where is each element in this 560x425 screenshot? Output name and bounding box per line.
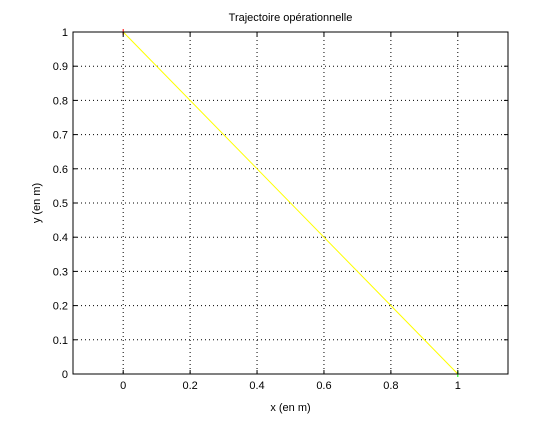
y-tick-label: 0.4 bbox=[53, 232, 68, 244]
x-axis-label: x (en m) bbox=[270, 402, 310, 414]
trajectory-line bbox=[122, 31, 459, 375]
y-tick-label: 0.8 bbox=[53, 95, 68, 107]
y-tick-label: 0.6 bbox=[53, 164, 68, 176]
y-tick-label: 0.7 bbox=[53, 130, 68, 142]
y-tick-label: 0.3 bbox=[53, 266, 68, 278]
y-axis-label: y (en m) bbox=[31, 183, 43, 223]
x-tick-label: 1 bbox=[455, 380, 461, 392]
y-tick-label: 0 bbox=[62, 369, 68, 381]
chart-title: Trajectoire opérationnelle bbox=[229, 12, 353, 24]
x-tick-label: 0 bbox=[120, 380, 126, 392]
y-tick-label: 0.2 bbox=[53, 301, 68, 313]
grid-layer bbox=[73, 32, 508, 374]
y-tick-label: 0.5 bbox=[53, 198, 68, 210]
y-tick-label: 0.1 bbox=[53, 335, 68, 347]
x-tick-label: 0.6 bbox=[316, 380, 331, 392]
y-tick-label: 1 bbox=[62, 27, 68, 39]
x-tick-label: 0.2 bbox=[182, 380, 197, 392]
tick-layer: 0 0.2 0.4 0.6 0.8 1 0 0.1 0.2 0.3 0.4 0.5 0.6 0.7 0.8 0… bbox=[53, 27, 508, 392]
y-tick-label: 0.9 bbox=[53, 61, 68, 73]
x-tick-label: 0.8 bbox=[383, 380, 398, 392]
x-tick-label: 0.4 bbox=[249, 380, 264, 392]
